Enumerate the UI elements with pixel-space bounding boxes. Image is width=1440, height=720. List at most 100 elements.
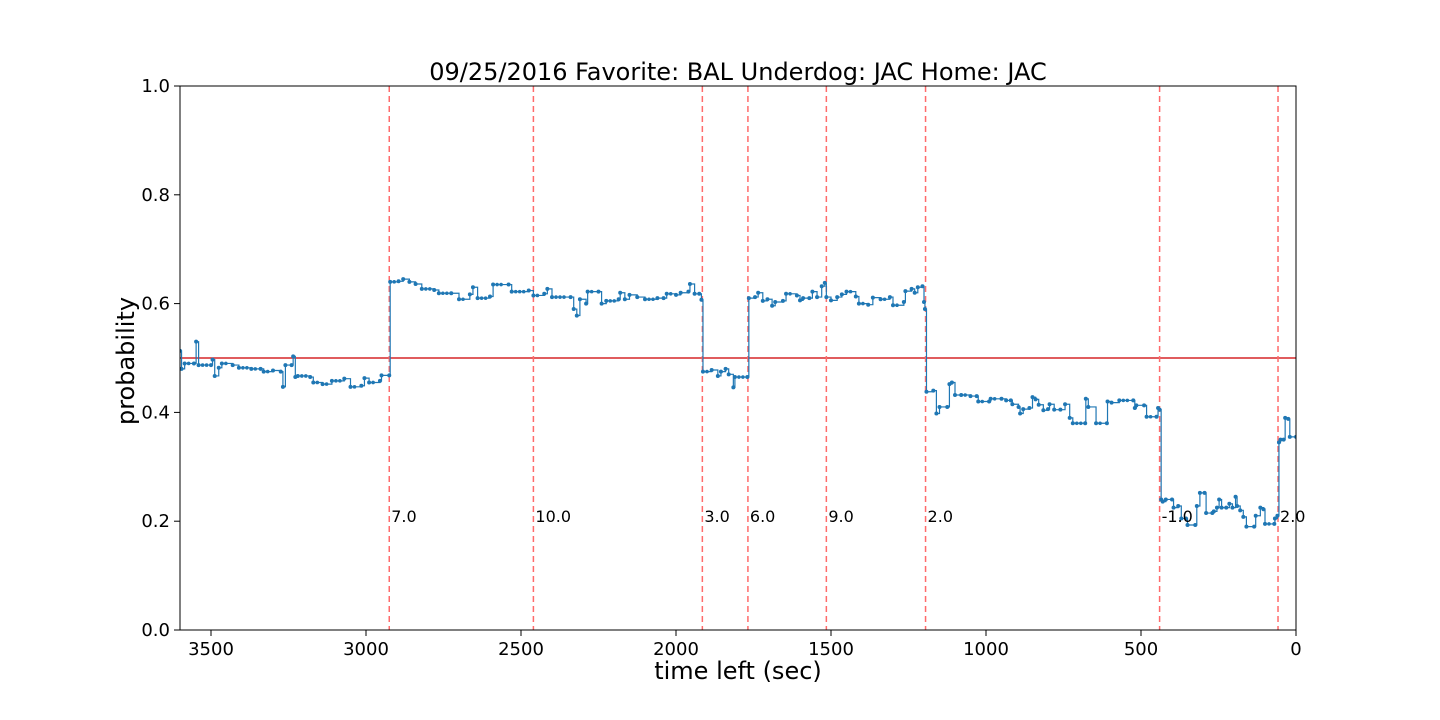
data-point: [937, 404, 942, 409]
data-point: [753, 295, 758, 300]
x-axis: 3500 3000 2500 2000 1500 1000 500 0: [188, 630, 1302, 660]
data-point: [596, 289, 601, 294]
data-point: [870, 295, 875, 300]
data-point: [280, 384, 285, 389]
data-point: [887, 295, 892, 300]
data-point: [1185, 523, 1190, 528]
data-point: [1227, 501, 1232, 506]
x-tick-label: 1000: [963, 639, 1009, 660]
data-point: [1010, 402, 1015, 407]
data-point: [1233, 494, 1238, 499]
data-point: [1033, 397, 1038, 402]
data-point: [1241, 514, 1246, 519]
data-point: [878, 297, 883, 302]
data-point: [470, 285, 475, 290]
data-point: [230, 363, 235, 368]
data-point: [1258, 505, 1263, 510]
data-point: [1157, 407, 1162, 412]
data-point: [1171, 505, 1176, 510]
data-point: [236, 365, 241, 370]
data-point: [461, 297, 465, 302]
event-label: 10.0: [535, 507, 571, 526]
y-axis-title: probability: [112, 297, 140, 425]
data-point: [545, 286, 550, 291]
data-point: [513, 289, 518, 294]
data-point: [945, 404, 950, 409]
data-point: [651, 297, 655, 302]
data-point: [506, 282, 511, 287]
data-point: [271, 368, 275, 373]
data-point: [483, 296, 488, 300]
data-point: [241, 365, 245, 370]
data-point: [1063, 402, 1068, 407]
data-point: [589, 289, 594, 294]
data-point: [770, 303, 775, 308]
event-label: 6.0: [750, 507, 775, 526]
event-label: 2.0: [1280, 507, 1305, 526]
data-point: [219, 361, 224, 366]
data-point: [988, 396, 993, 401]
data-point: [457, 297, 461, 302]
data-point: [584, 301, 589, 306]
data-point: [407, 279, 412, 284]
data-point: [705, 369, 709, 374]
data-point: [745, 375, 750, 380]
data-point: [1134, 403, 1139, 408]
data-point: [922, 307, 927, 312]
data-point: [920, 284, 925, 289]
data-point: [362, 376, 367, 381]
y-tick-label: 0.4: [141, 402, 170, 423]
data-point: [367, 380, 372, 385]
data-point: [599, 301, 604, 306]
data-point: [1008, 398, 1013, 403]
chart-title: 09/25/2016 Favorite: BAL Underdog: JAC H…: [429, 58, 1047, 86]
series-group: [180, 277, 1296, 529]
data-point: [1193, 523, 1198, 528]
data-point: [1253, 513, 1258, 518]
data-point: [1267, 522, 1271, 526]
data-point: [737, 375, 741, 379]
data-point: [1244, 524, 1249, 529]
event-label: 9.0: [828, 507, 853, 526]
data-point: [922, 299, 926, 304]
data-point: [432, 288, 437, 292]
data-point: [554, 295, 558, 299]
data-point: [687, 282, 692, 287]
data-point: [699, 297, 704, 302]
data-point: [949, 380, 954, 385]
data-point: [1083, 421, 1088, 426]
data-point: [1179, 516, 1184, 521]
data-point: [1030, 395, 1035, 400]
data-point: [1202, 490, 1207, 495]
y-tick-label: 1.0: [141, 76, 170, 97]
data-point: [387, 373, 392, 378]
data-point: [1219, 505, 1224, 510]
data-point: [413, 282, 418, 287]
data-point: [980, 399, 985, 404]
data-point: [924, 389, 929, 394]
data-point: [295, 373, 300, 378]
data-point: [1109, 400, 1114, 405]
data-point: [731, 385, 736, 390]
data-point: [308, 375, 313, 380]
data-point: [1160, 499, 1165, 504]
data-point: [467, 292, 472, 297]
data-point: [180, 366, 184, 371]
data-point: [1083, 396, 1088, 401]
data-point: [212, 373, 217, 378]
data-point: [1036, 402, 1041, 407]
x-tick-label: 1500: [808, 639, 854, 660]
data-point: [1281, 437, 1286, 442]
data-point: [1214, 505, 1219, 510]
data-point: [1125, 398, 1130, 403]
data-point: [1197, 490, 1202, 495]
data-point: [822, 280, 827, 285]
data-point: [692, 291, 697, 296]
data-point: [909, 286, 914, 291]
data-point: [829, 298, 833, 303]
data-point: [700, 369, 705, 374]
data-point: [1104, 421, 1109, 426]
data-point: [338, 379, 342, 383]
data-point: [1275, 513, 1280, 518]
data-point: [912, 290, 917, 295]
